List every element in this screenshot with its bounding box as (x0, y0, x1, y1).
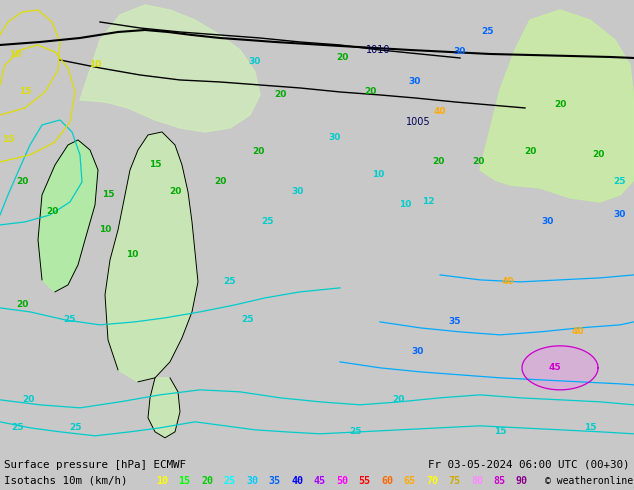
Text: 25: 25 (64, 316, 76, 324)
Text: 30: 30 (409, 77, 421, 86)
Text: 85: 85 (493, 476, 505, 486)
Text: 65: 65 (403, 476, 415, 486)
Text: 90: 90 (516, 476, 528, 486)
Text: 25: 25 (68, 423, 81, 432)
Polygon shape (105, 132, 198, 382)
Text: 20: 20 (336, 53, 348, 63)
Polygon shape (480, 10, 634, 202)
Text: 20: 20 (592, 150, 604, 159)
Text: 40: 40 (501, 277, 514, 286)
Text: 20: 20 (46, 207, 58, 217)
Text: 20: 20 (472, 157, 484, 167)
Text: 20: 20 (214, 177, 226, 186)
Text: 30: 30 (412, 347, 424, 356)
Text: 60: 60 (381, 476, 393, 486)
Text: 15: 15 (101, 191, 114, 199)
Text: 35: 35 (269, 476, 280, 486)
Text: 30: 30 (329, 133, 341, 143)
Text: 20: 20 (16, 177, 28, 186)
Text: 15: 15 (494, 427, 507, 436)
Text: 10: 10 (89, 60, 101, 70)
Text: 10: 10 (372, 171, 384, 179)
Text: 40: 40 (434, 107, 446, 117)
Text: 30: 30 (542, 218, 554, 226)
Text: 30: 30 (614, 210, 626, 220)
Text: 20: 20 (201, 476, 213, 486)
Text: 35: 35 (449, 318, 462, 326)
Text: 20: 20 (432, 157, 444, 167)
Text: 15: 15 (2, 135, 14, 145)
Text: 45: 45 (548, 364, 561, 372)
Text: 30: 30 (249, 57, 261, 67)
Text: Surface pressure [hPa] ECMWF: Surface pressure [hPa] ECMWF (4, 460, 186, 470)
Text: 20: 20 (169, 187, 181, 196)
Text: 10: 10 (156, 476, 168, 486)
Text: 10: 10 (9, 50, 21, 59)
Text: 20: 20 (524, 147, 536, 156)
Text: 30: 30 (454, 48, 466, 56)
Text: 20: 20 (392, 395, 404, 404)
Text: 15: 15 (179, 476, 190, 486)
Text: 10: 10 (99, 225, 111, 234)
Text: 10: 10 (399, 200, 411, 209)
Text: 25: 25 (614, 177, 626, 186)
Text: 75: 75 (448, 476, 460, 486)
Text: 20: 20 (22, 395, 34, 404)
Text: 20: 20 (364, 87, 376, 97)
Text: Isotachs 10m (km/h): Isotachs 10m (km/h) (4, 476, 127, 486)
Text: 12: 12 (422, 197, 434, 206)
Text: 25: 25 (349, 427, 361, 436)
Text: 15: 15 (584, 423, 596, 432)
Text: 30: 30 (292, 187, 304, 196)
Text: Fr 03-05-2024 06:00 UTC (00+30): Fr 03-05-2024 06:00 UTC (00+30) (429, 460, 630, 470)
Text: 20: 20 (274, 91, 286, 99)
Text: 20: 20 (16, 300, 28, 309)
Polygon shape (80, 5, 260, 132)
Text: 25: 25 (224, 476, 235, 486)
Text: © weatheronline.co.uk weatheronline.co.uk: © weatheronline.co.uk weatheronline.co.u… (545, 476, 634, 486)
Text: 15: 15 (149, 160, 161, 170)
Text: 40: 40 (291, 476, 303, 486)
Text: 1010: 1010 (366, 45, 391, 55)
Text: 25: 25 (262, 218, 275, 226)
Text: 55: 55 (358, 476, 370, 486)
Text: 10: 10 (126, 250, 138, 259)
Text: 25: 25 (482, 27, 495, 36)
Text: 20: 20 (252, 147, 264, 156)
Polygon shape (38, 140, 98, 292)
Text: 45: 45 (313, 476, 325, 486)
Text: 50: 50 (336, 476, 348, 486)
Text: 1005: 1005 (406, 117, 430, 127)
Text: 25: 25 (224, 277, 236, 286)
Polygon shape (522, 346, 598, 390)
Text: 25: 25 (12, 423, 24, 432)
Text: 80: 80 (471, 476, 483, 486)
Polygon shape (148, 378, 180, 438)
Text: 30: 30 (246, 476, 258, 486)
Text: 20: 20 (554, 100, 566, 109)
Text: 40: 40 (572, 327, 585, 336)
Text: 70: 70 (426, 476, 438, 486)
Text: 15: 15 (19, 87, 31, 97)
Text: 25: 25 (242, 316, 254, 324)
